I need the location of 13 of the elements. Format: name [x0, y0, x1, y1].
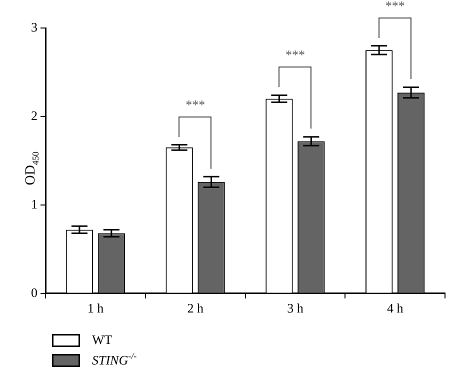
annotation: ***: [284, 47, 306, 62]
y-tick-label: 3: [31, 19, 38, 34]
y-tick-label: 2: [31, 108, 38, 123]
y-tick-label: 0: [31, 284, 38, 300]
legend-label: WT: [92, 332, 112, 348]
text: ***: [384, 0, 406, 13]
x-tick-label: 4 h: [386, 300, 404, 316]
x-tick-label: 3 h: [287, 300, 304, 316]
annotation: ***: [184, 96, 206, 112]
x-tick-label: 2 h: [187, 300, 204, 316]
legend-label: STING$^{-/-}$: [92, 351, 137, 369]
y-tick-label: 1: [31, 196, 38, 212]
x-tick-label: 1 h: [87, 300, 104, 316]
